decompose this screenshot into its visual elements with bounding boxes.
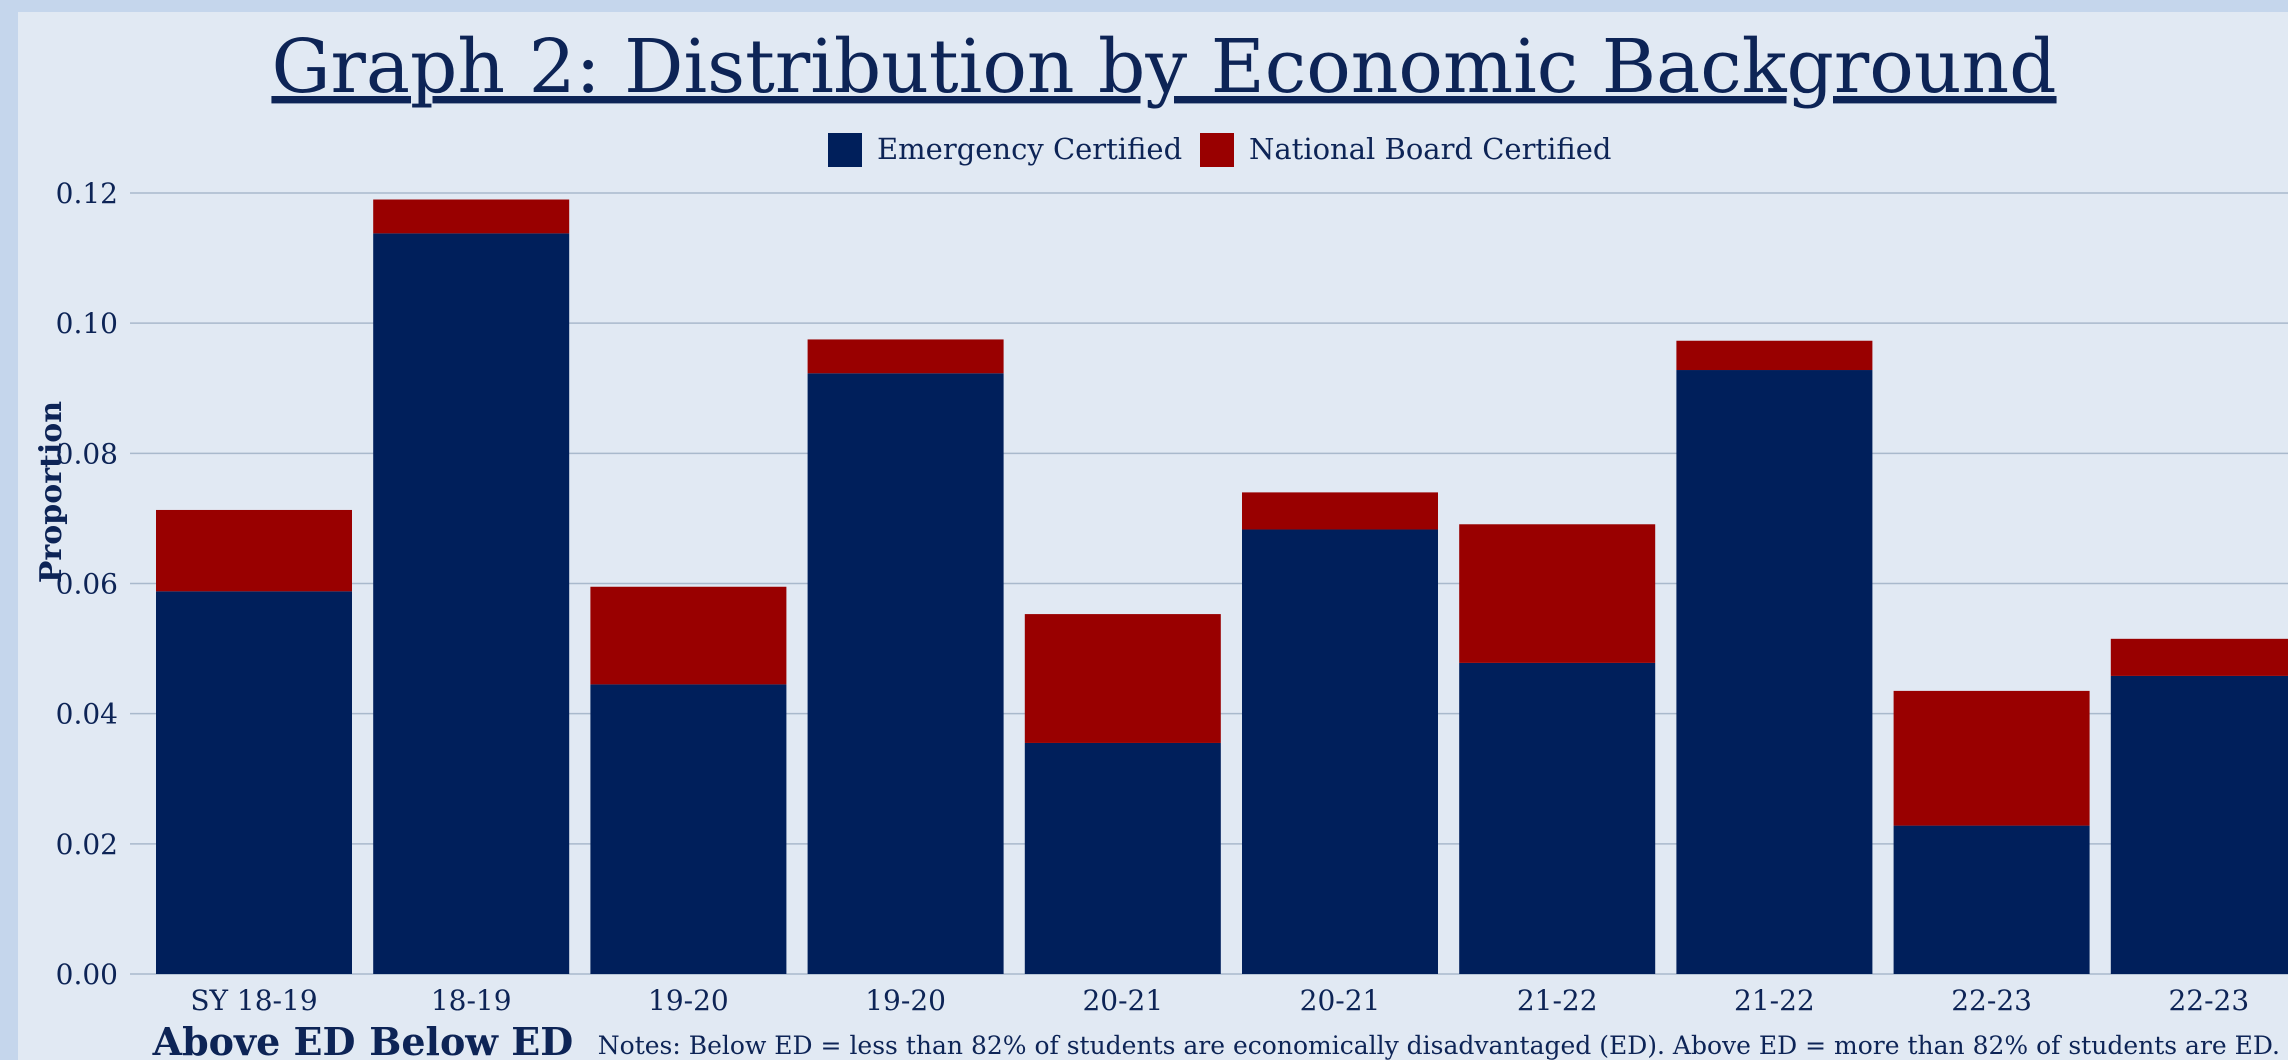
chart-note: Notes: Below ED = less than 82% of stude…	[598, 1031, 2280, 1060]
group-label: Below ED	[369, 1019, 573, 1060]
bar-national-board-certified	[156, 509, 352, 592]
legend-swatch	[828, 133, 862, 167]
y-axis-ticks: 0.00 0.02 0.04 0.06 0.08 0.10 0.12	[56, 177, 118, 991]
bar-national-board-certified	[1024, 614, 1221, 743]
bar-national-board-certified	[1893, 690, 2090, 826]
bar-national-board-certified	[373, 199, 570, 234]
x-tick-label: 19-20	[648, 984, 729, 1017]
bar-emergency-certified	[1893, 825, 2090, 974]
chart-title: Graph 2: Distribution by Economic Backgr…	[271, 24, 2056, 110]
bar-emergency-certified	[1459, 662, 1656, 974]
y-tick-label: 0.08	[56, 437, 118, 470]
bar-emergency-certified	[2110, 675, 2288, 974]
y-tick-label: 0.06	[56, 568, 118, 601]
bar-national-board-certified	[1676, 340, 1873, 371]
x-tick-label: 18-19	[431, 984, 512, 1017]
x-tick-label: 21-22	[1734, 984, 1815, 1017]
y-tick-label: 0.02	[56, 828, 118, 861]
legend-label: National Board Certified	[1249, 132, 1611, 166]
legend: Emergency Certified National Board Certif…	[828, 132, 1611, 167]
bar-emergency-certified	[1024, 742, 1221, 974]
bar-emergency-certified	[590, 684, 787, 974]
bars	[156, 199, 2288, 974]
bar-national-board-certified	[2110, 638, 2288, 676]
bar-national-board-certified	[1459, 524, 1656, 663]
x-tick-label: 20-21	[1082, 984, 1163, 1017]
x-tick-label: SY 18-19	[190, 984, 317, 1017]
legend-swatch	[1200, 133, 1234, 167]
x-tick-label: 22-23	[2168, 984, 2249, 1017]
y-tick-label: 0.10	[56, 307, 118, 340]
bar-emergency-certified	[373, 233, 570, 974]
legend-label: Emergency Certified	[877, 132, 1182, 166]
bar-emergency-certified	[1242, 529, 1438, 974]
y-tick-label: 0.00	[56, 958, 118, 991]
x-tick-label: 20-21	[1300, 984, 1381, 1017]
y-axis-label: Proportion	[34, 401, 69, 583]
y-tick-label: 0.12	[56, 177, 118, 210]
x-tick-label: 19-20	[865, 984, 946, 1017]
y-tick-label: 0.04	[56, 698, 118, 731]
stacked-bar-chart: Graph 2: Distribution by Economic Backgr…	[34, 24, 2288, 1060]
bar-national-board-certified	[590, 586, 787, 685]
bar-emergency-certified	[807, 373, 1004, 974]
group-labels: Above ED Below ED	[152, 1019, 574, 1060]
x-tick-label: 21-22	[1517, 984, 1598, 1017]
bar-emergency-certified	[1676, 370, 1873, 974]
group-label: Above ED	[152, 1019, 356, 1060]
bar-national-board-certified	[807, 339, 1004, 374]
x-tick-label: 22-23	[1951, 984, 2032, 1017]
chart-panel: Graph 2: Distribution by Economic Backgr…	[18, 12, 2288, 1060]
x-axis-ticks: SY 18-19 18-19 19-20 19-20 20-21 20-21 21-22 21…	[190, 984, 2249, 1017]
bar-national-board-certified	[1242, 492, 1438, 530]
bar-emergency-certified	[156, 591, 352, 974]
